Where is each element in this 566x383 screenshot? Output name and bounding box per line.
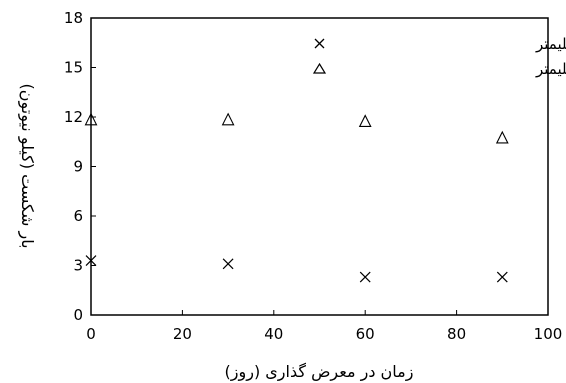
x-tick-label: 60 xyxy=(356,325,375,343)
legend-item-series-2: طول اتصال 50 میلیمتر xyxy=(312,60,566,78)
data-point-x-marker xyxy=(85,255,97,266)
x-axis-title: زمان در معرض گذاری (روز) xyxy=(225,362,414,382)
data-point-triangle-marker xyxy=(495,130,509,144)
legend-marker-x xyxy=(314,38,325,49)
legend-label-series-1: طول اتصال 12/5 میلیمتر xyxy=(535,35,566,53)
plot-area xyxy=(90,17,549,316)
y-tick-label: 18 xyxy=(64,9,83,27)
legend-label-series-2: طول اتصال 50 میلیمتر xyxy=(535,60,566,78)
data-point-x-marker xyxy=(496,271,508,283)
x-tick-label: 0 xyxy=(86,325,96,343)
y-tick-label: 12 xyxy=(64,108,83,126)
y-axis-ticks: 0 3 6 9 12 15 18 xyxy=(64,9,96,324)
data-points xyxy=(84,112,509,283)
y-tick-label: 3 xyxy=(73,257,83,275)
x-tick-label: 80 xyxy=(447,325,466,343)
y-tick-label: 15 xyxy=(64,59,83,77)
x-tick-label: 40 xyxy=(264,325,283,343)
data-point-triangle-marker xyxy=(358,114,372,127)
legend: طول اتصال 12/5 میلیمتر طول اتصال 50 میلی… xyxy=(312,35,566,78)
x-tick-label: 20 xyxy=(173,325,192,343)
y-tick-label: 6 xyxy=(73,207,83,225)
data-point-x-marker xyxy=(222,258,234,270)
x-tick-label: 100 xyxy=(534,325,563,343)
y-tick-label: 9 xyxy=(73,158,83,176)
legend-marker-triangle xyxy=(312,62,327,74)
x-axis-ticks: 0 20 40 60 80 100 xyxy=(86,310,562,343)
data-point-triangle-marker xyxy=(221,112,235,126)
legend-item-series-1: طول اتصال 12/5 میلیمتر xyxy=(314,35,566,53)
y-axis-title: بار شکست (کیلو نیوتون) xyxy=(17,83,37,248)
data-point-x-marker xyxy=(359,271,371,283)
data-point-triangle-marker xyxy=(84,112,98,126)
y-tick-label: 0 xyxy=(73,306,83,324)
